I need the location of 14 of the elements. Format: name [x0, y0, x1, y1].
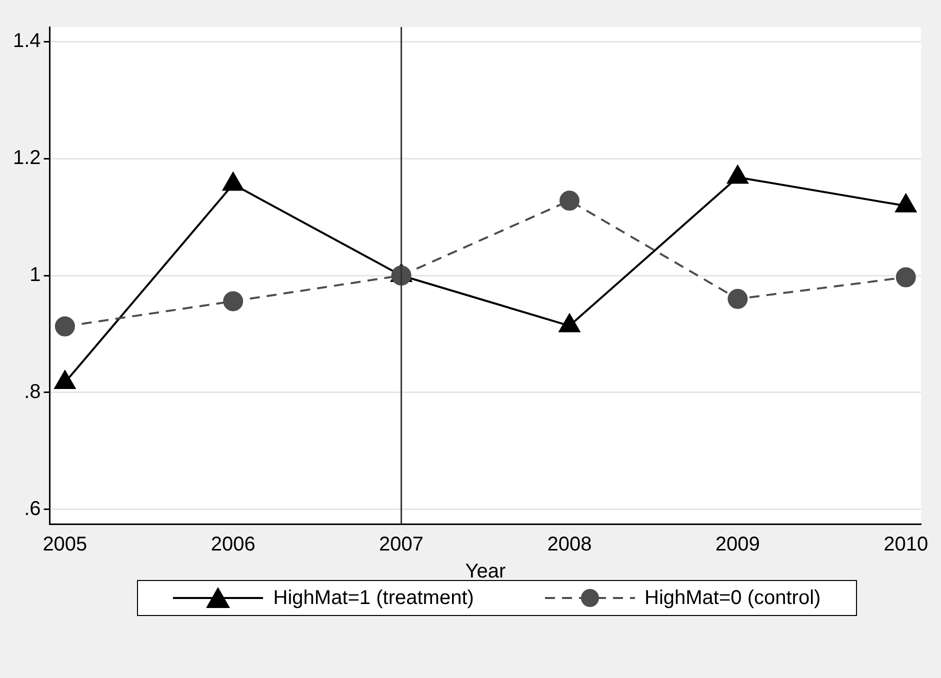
y-tick-label: 1 — [30, 264, 41, 286]
x-axis-title: Year — [465, 560, 506, 583]
x-tick-label: 2007 — [379, 534, 424, 556]
x-tick-label: 2008 — [547, 534, 592, 556]
x-tick-label: 2009 — [715, 534, 760, 556]
legend-label: HighMat=1 (treatment) — [273, 586, 474, 610]
y-tick-label: .8 — [24, 380, 41, 403]
x-tick-label: 2006 — [210, 534, 256, 556]
x-tick-label: 2005 — [42, 534, 88, 556]
legend-label: HighMat=0 (control) — [644, 586, 821, 610]
x-tick-label: 2010 — [884, 534, 928, 556]
y-tick-label: .6 — [24, 498, 41, 520]
y-tick-label: 1.4 — [12, 30, 41, 52]
y-tick-label: 1.2 — [12, 147, 41, 170]
